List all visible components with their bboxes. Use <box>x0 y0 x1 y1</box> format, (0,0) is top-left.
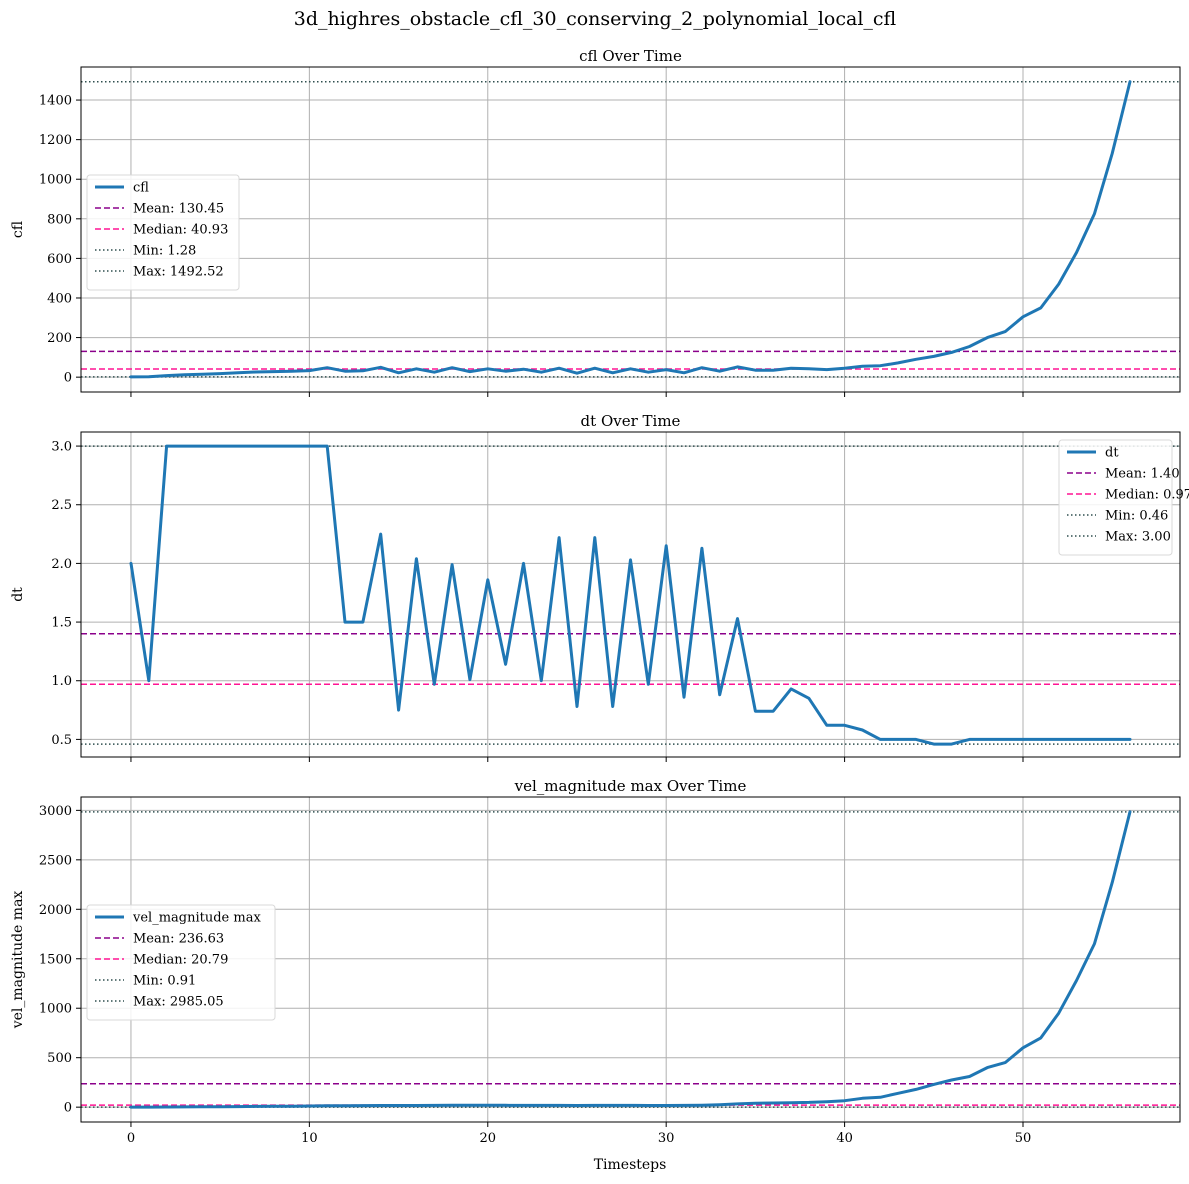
y-tick-label: 1.0 <box>51 674 72 689</box>
y-tick-label: 1500 <box>39 952 72 967</box>
figure-xlabel: Timesteps <box>594 1157 667 1173</box>
x-tick-label: 0 <box>127 1131 135 1146</box>
x-tick-label: 30 <box>658 1131 675 1146</box>
legend-label-min: Min: 0.46 <box>1105 509 1168 524</box>
figure-suptitle: 3d_highres_obstacle_cfl_30_conserving_2_… <box>294 8 897 30</box>
plot-area <box>81 432 1180 757</box>
y-axis-label: dt <box>10 587 26 602</box>
legend-label-median: Median: 0.97 <box>1105 488 1189 503</box>
legend-label-median: Median: 20.79 <box>133 953 228 968</box>
y-tick-label: 0 <box>64 371 72 386</box>
legend-label-series: cfl <box>133 181 149 196</box>
y-tick-label: 800 <box>47 212 72 227</box>
plot-area <box>81 67 1180 392</box>
legend-label-series: dt <box>1105 446 1119 461</box>
y-tick-label: 3.0 <box>51 440 72 455</box>
y-tick-label: 2500 <box>39 853 72 868</box>
legend-label-max: Max: 3.00 <box>1105 530 1171 545</box>
y-axis-label: cfl <box>10 221 26 238</box>
y-tick-label: 1400 <box>39 94 72 109</box>
x-tick-label: 40 <box>836 1131 853 1146</box>
legend-label-min: Min: 0.91 <box>133 974 196 989</box>
y-tick-label: 400 <box>47 291 72 306</box>
y-tick-label: 200 <box>47 331 72 346</box>
legend-label-min: Min: 1.28 <box>133 244 196 259</box>
y-tick-label: 1000 <box>39 1002 72 1017</box>
y-tick-label: 0.5 <box>51 733 72 748</box>
y-tick-label: 500 <box>47 1051 72 1066</box>
x-tick-label: 20 <box>479 1131 496 1146</box>
y-tick-label: 3000 <box>39 804 72 819</box>
chart-title: cfl Over Time <box>579 47 682 65</box>
x-tick-label: 10 <box>301 1131 318 1146</box>
legend-label-median: Median: 40.93 <box>133 223 228 238</box>
chart-panel-0: 0 200 400 600 800 1000 1200 1400 cfl Over Time cf… <box>10 47 1180 397</box>
legend-label-mean: Mean: 236.63 <box>133 932 224 947</box>
y-tick-label: 1200 <box>39 133 72 148</box>
y-tick-label: 2000 <box>39 903 72 918</box>
legend-label-mean: Mean: 1.40 <box>1105 467 1180 482</box>
y-tick-label: 2.0 <box>51 557 72 572</box>
legend: cfl Mean: 130.45 Median: 40.93 Min: 1.28 Max… <box>87 175 239 290</box>
legend-label-max: Max: 2985.05 <box>133 995 224 1010</box>
legend-label-max: Max: 1492.52 <box>133 265 224 280</box>
chart-title: vel_magnitude max Over Time <box>514 777 747 795</box>
x-tick-label: 50 <box>1015 1131 1032 1146</box>
legend-label-mean: Mean: 130.45 <box>133 202 224 217</box>
y-tick-label: 1000 <box>39 173 72 188</box>
y-tick-label: 2.5 <box>51 498 72 513</box>
legend: vel_magnitude max Mean: 236.63 Median: 20.… <box>87 905 275 1020</box>
y-tick-label: 600 <box>47 252 72 267</box>
legend: dt Mean: 1.40 Median: 0.97 Min: 0.46 Max: 3.… <box>1059 440 1189 555</box>
chart-title: dt Over Time <box>581 412 681 430</box>
chart-panel-1: 0.5 1.0 1.5 2.0 2.5 3.0 dt Over Time dt dt Mean: … <box>10 412 1189 762</box>
y-axis-label: vel_magnitude max <box>10 891 26 1030</box>
y-tick-label: 1.5 <box>51 616 72 631</box>
y-tick-label: 0 <box>64 1101 72 1116</box>
legend-label-series: vel_magnitude max <box>132 911 261 926</box>
